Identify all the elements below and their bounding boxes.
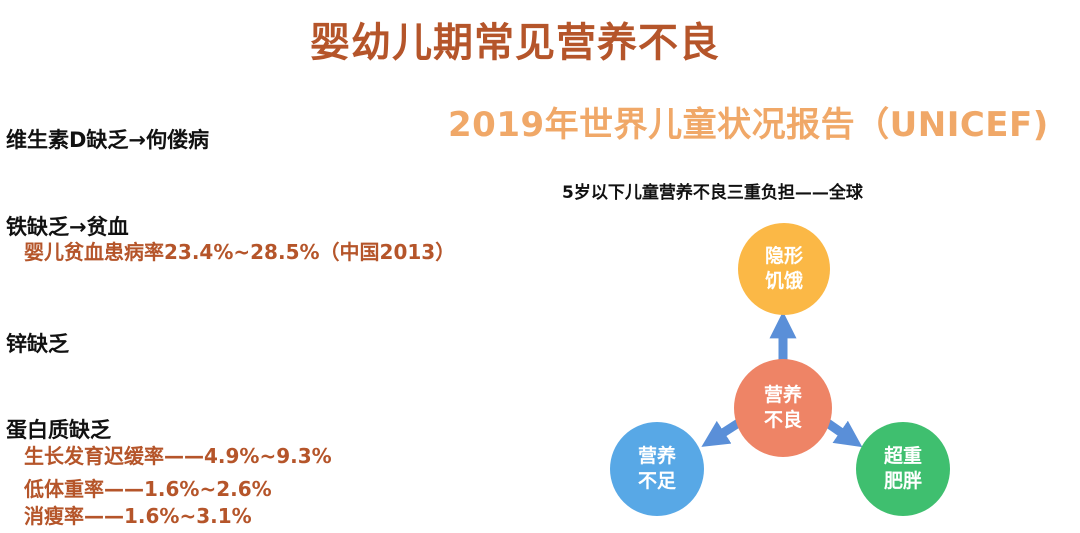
protein-deficiency: 蛋白质缺乏: [6, 418, 111, 442]
overweight-obesity-circle: 超重 肥胖: [856, 422, 950, 516]
circle-label: 营养: [637, 445, 676, 467]
stunting-rate: 生长发育迟缓率——4.9%~9.3%: [24, 444, 332, 468]
diagram-subtitle: 5岁以下儿童营养不良三重负担——全球: [562, 183, 863, 203]
wasting-rate: 消瘦率——1.6%~3.1%: [24, 504, 252, 528]
arrow-left: [701, 418, 743, 447]
circle-label: 饥饿: [764, 270, 803, 292]
vitamin-d-deficiency: 维生素D缺乏→佝偻病: [6, 128, 210, 152]
circle-label: 不良: [763, 409, 802, 431]
circle-label: 隐形: [764, 245, 803, 267]
arrow-right: [823, 418, 863, 448]
slide-title: 婴幼儿期常见营养不良: [310, 20, 720, 66]
iron-deficiency: 铁缺乏→贫血: [6, 215, 129, 239]
circle-label: 肥胖: [883, 470, 922, 492]
report-title: 2019年世界儿童状况报告（UNICEF): [448, 105, 1049, 145]
iron-anemia-rate: 婴儿贫血患病率23.4%~28.5%（中国2013）: [24, 240, 456, 264]
circle-label: 营养: [763, 384, 802, 406]
circle-label: 不足: [637, 470, 676, 492]
zinc-deficiency: 锌缺乏: [6, 332, 69, 356]
undernutrition-circle: 营养 不足: [610, 422, 704, 516]
malnutrition-circle: 营养 不良: [734, 359, 832, 457]
underweight-rate: 低体重率——1.6%~2.6%: [24, 477, 272, 501]
hidden-hunger-circle: 隐形 饥饿: [738, 223, 830, 315]
circle-label: 超重: [883, 445, 922, 467]
